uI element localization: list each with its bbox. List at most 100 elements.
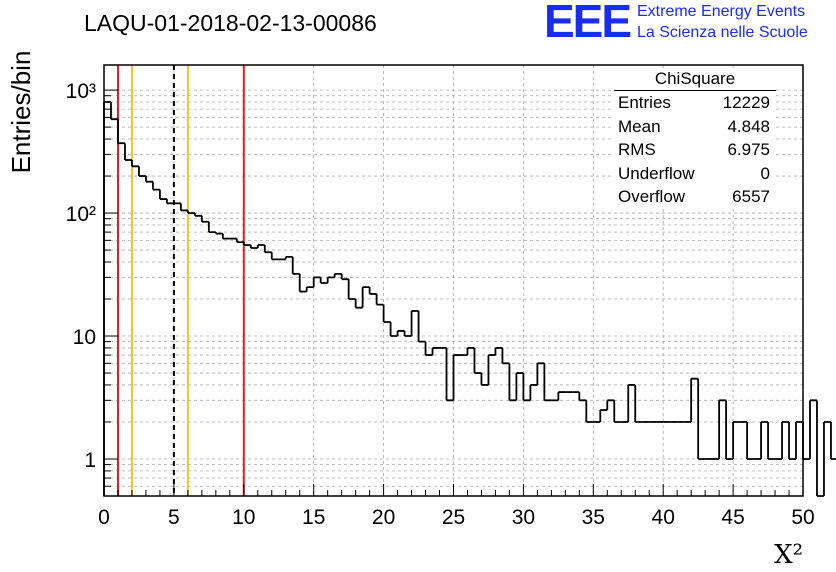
histogram-bar <box>480 373 489 386</box>
histogram-bar <box>326 276 335 283</box>
stats-label: Overflow <box>618 187 686 206</box>
histogram-bar <box>193 213 202 217</box>
histogram-bar <box>333 273 342 278</box>
histogram-bar <box>347 279 356 300</box>
histogram-bar <box>634 384 643 423</box>
histogram-bar <box>725 400 734 460</box>
y-tick-label: 10³ <box>66 80 96 103</box>
histogram-bar <box>473 347 482 374</box>
x-tick-label: 10 <box>232 506 255 529</box>
x-tick-label: 15 <box>302 506 325 529</box>
histogram-bar <box>284 256 293 260</box>
x-tick-label: 40 <box>652 506 675 529</box>
histogram-bar <box>599 409 608 422</box>
histogram-bar <box>501 347 510 365</box>
histogram-bar <box>627 384 636 422</box>
histogram-bar <box>249 244 258 249</box>
x-tick-label: 30 <box>512 506 535 529</box>
stats-row-mean: Mean 4.848 <box>614 115 776 139</box>
logo-line-2: La Scienza nelle Scuole <box>637 24 808 41</box>
chart-title: LAQU-01-2018-02-13-00086 <box>84 10 377 36</box>
x-tick-label: 5 <box>168 506 180 529</box>
histogram-bar <box>389 322 398 337</box>
histogram-bar <box>613 400 622 423</box>
histogram-bar <box>452 354 461 401</box>
histogram-bar <box>124 143 132 161</box>
histogram-bar <box>508 363 517 402</box>
axis-ticks: 0 5 10 15 20 25 30 35 40 45 50 1 10 10² 10³ <box>66 80 815 529</box>
x-tick-label: 20 <box>372 506 395 529</box>
histogram-bar <box>214 232 223 235</box>
histogram-bar <box>557 391 566 401</box>
histogram-bar <box>424 341 433 356</box>
histogram-bar <box>466 347 475 356</box>
histogram-bar <box>145 176 153 183</box>
histogram-bar <box>138 166 146 177</box>
histogram-bar <box>585 400 594 423</box>
logo-line-1: Extreme Energy Events <box>637 3 806 20</box>
histogram-bar <box>375 293 384 306</box>
histogram-bar <box>382 304 391 323</box>
histogram-bar <box>746 421 755 460</box>
histogram-bar <box>131 160 139 168</box>
logo-mark: EEE <box>544 0 632 47</box>
histogram-bar <box>760 421 769 459</box>
histogram-bar <box>270 252 279 261</box>
y-tick-label: 10 <box>73 326 96 349</box>
histogram-bar <box>606 399 615 411</box>
histogram-bar <box>159 189 167 200</box>
histogram-bar <box>263 244 272 254</box>
histogram-bar <box>522 373 531 402</box>
x-tick-label: 50 <box>791 506 814 529</box>
histogram-bar <box>536 362 545 385</box>
stats-label: Mean <box>618 116 661 136</box>
histogram-bar <box>117 119 125 145</box>
histogram-bar <box>417 310 426 343</box>
histogram-bar <box>354 299 363 309</box>
histogram-bar <box>179 203 188 212</box>
stats-value: 6557 <box>732 187 770 206</box>
x-axis-label: X² <box>774 540 803 570</box>
histogram-bar <box>767 421 776 460</box>
histogram-bar <box>235 238 244 244</box>
reference-lines <box>116 65 245 496</box>
histogram-bar <box>515 372 524 401</box>
stats-label: Entries <box>618 93 671 112</box>
histogram-bar <box>368 287 377 295</box>
histogram-bar <box>802 421 810 460</box>
stats-value: 4.848 <box>727 116 770 136</box>
histogram-bar <box>781 421 790 459</box>
histogram-bar <box>110 102 118 121</box>
histogram-bar <box>718 399 727 459</box>
histogram-bar <box>152 181 160 191</box>
histogram-bar <box>361 286 370 308</box>
histogram-bar <box>697 378 706 460</box>
x-tick-label: 0 <box>98 506 110 529</box>
stats-row-overflow: Overflow 6557 <box>614 185 776 209</box>
stats-row-rms: RMS 6.975 <box>614 138 776 162</box>
histogram-bar <box>242 242 251 246</box>
stats-row-entries: Entries 12229 <box>614 91 776 115</box>
histogram-bar <box>445 347 454 402</box>
histogram-bar <box>291 256 300 275</box>
histogram-bar <box>166 199 174 205</box>
histogram-bar <box>823 421 831 496</box>
histogram-bar <box>186 210 195 214</box>
histogram-bar <box>816 400 824 497</box>
histogram-bar <box>690 377 699 422</box>
histogram-bar <box>396 330 405 337</box>
y-tick-label: 1 <box>84 449 96 472</box>
y-axis-label: Entries/bin <box>6 51 36 174</box>
histogram-bar <box>312 276 321 288</box>
histogram-bar <box>578 392 587 402</box>
histogram-bar <box>319 277 328 284</box>
stats-label: Underflow <box>618 163 695 183</box>
histogram-bar <box>340 273 349 281</box>
stats-value: 6.975 <box>727 140 770 159</box>
x-tick-label: 35 <box>582 506 605 529</box>
histogram-bar <box>403 330 412 337</box>
histogram-bar <box>487 354 496 385</box>
histogram-bar <box>830 421 836 460</box>
histogram-bar <box>529 384 538 401</box>
